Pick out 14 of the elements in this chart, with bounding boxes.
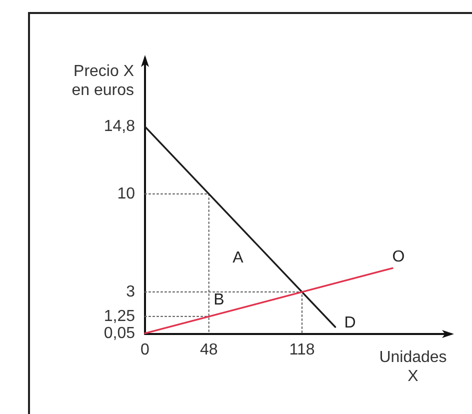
annotation: A (232, 250, 244, 266)
y-tick-label: 0,05 (104, 324, 136, 342)
x-tick-label: 48 (200, 342, 218, 358)
y-tick-label: 3 (126, 283, 136, 300)
x-axis-title: Unidades X (379, 349, 447, 385)
x-tick-label: 0 (140, 342, 150, 358)
series-label: D (344, 314, 356, 332)
series-label: O (392, 248, 405, 266)
y-tick-label: 10 (117, 185, 136, 202)
y-tick-label: 14,8 (104, 118, 136, 136)
annotation: B (214, 292, 224, 308)
y-tick-label: 1,25 (104, 308, 136, 325)
x-tick-label: 118 (289, 342, 315, 358)
y-axis-title: Precio X en euros (72, 63, 134, 99)
